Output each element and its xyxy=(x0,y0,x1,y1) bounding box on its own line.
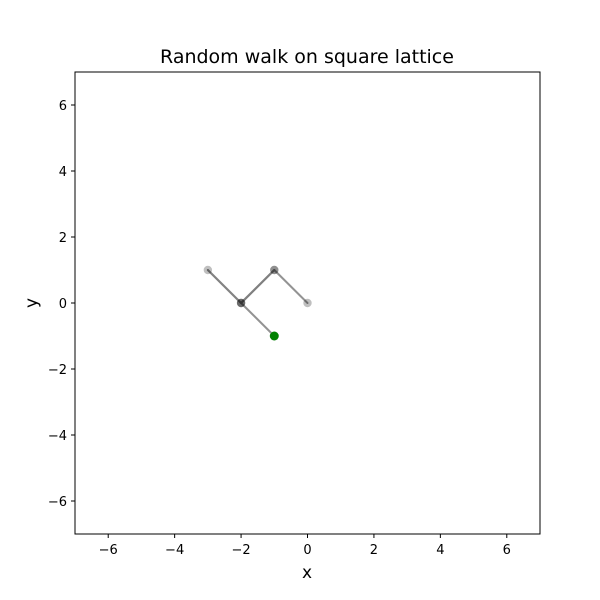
y-tick-label: −2 xyxy=(48,363,67,378)
y-axis-label: y xyxy=(22,298,42,308)
axis-ticks-layer: −6 −4 −2 0 2 4 6 −6 −4 −2 0 2 4 6 xyxy=(48,99,511,558)
walk-step-segment xyxy=(240,302,276,337)
y-tick-label: −6 xyxy=(48,495,67,510)
x-tick-label: 6 xyxy=(503,543,511,558)
plot-frame xyxy=(74,71,541,535)
walk-visited-point xyxy=(303,298,312,308)
y-tick-label: 2 xyxy=(59,231,67,246)
x-tick-label: −2 xyxy=(231,543,250,558)
walk-step-segment xyxy=(240,269,276,304)
walk-visited-point xyxy=(236,298,246,308)
x-tick-label: 0 xyxy=(303,543,311,558)
x-axis-label: x xyxy=(302,563,312,583)
walk-path-layer xyxy=(203,265,312,341)
x-tick-label: 4 xyxy=(436,543,444,558)
y-tick-label: 4 xyxy=(59,165,67,180)
walker-current-point xyxy=(269,331,279,341)
chart-title: Random walk on square lattice xyxy=(160,46,454,68)
walk-visited-point xyxy=(270,265,279,275)
walk-visited-point xyxy=(203,265,213,275)
y-tick-label: 0 xyxy=(59,297,67,312)
x-tick-label: −6 xyxy=(99,543,118,558)
walk-step-segment xyxy=(206,269,243,304)
walk-visited-point xyxy=(270,265,279,275)
walk-visited-point xyxy=(236,298,246,308)
y-tick-label: −4 xyxy=(48,429,67,444)
y-tick-label: 6 xyxy=(59,99,67,114)
x-tick-label: −4 xyxy=(165,543,184,558)
x-tick-label: 2 xyxy=(370,543,378,558)
walk-step-segment xyxy=(273,269,309,304)
walk-visited-point xyxy=(236,298,246,308)
